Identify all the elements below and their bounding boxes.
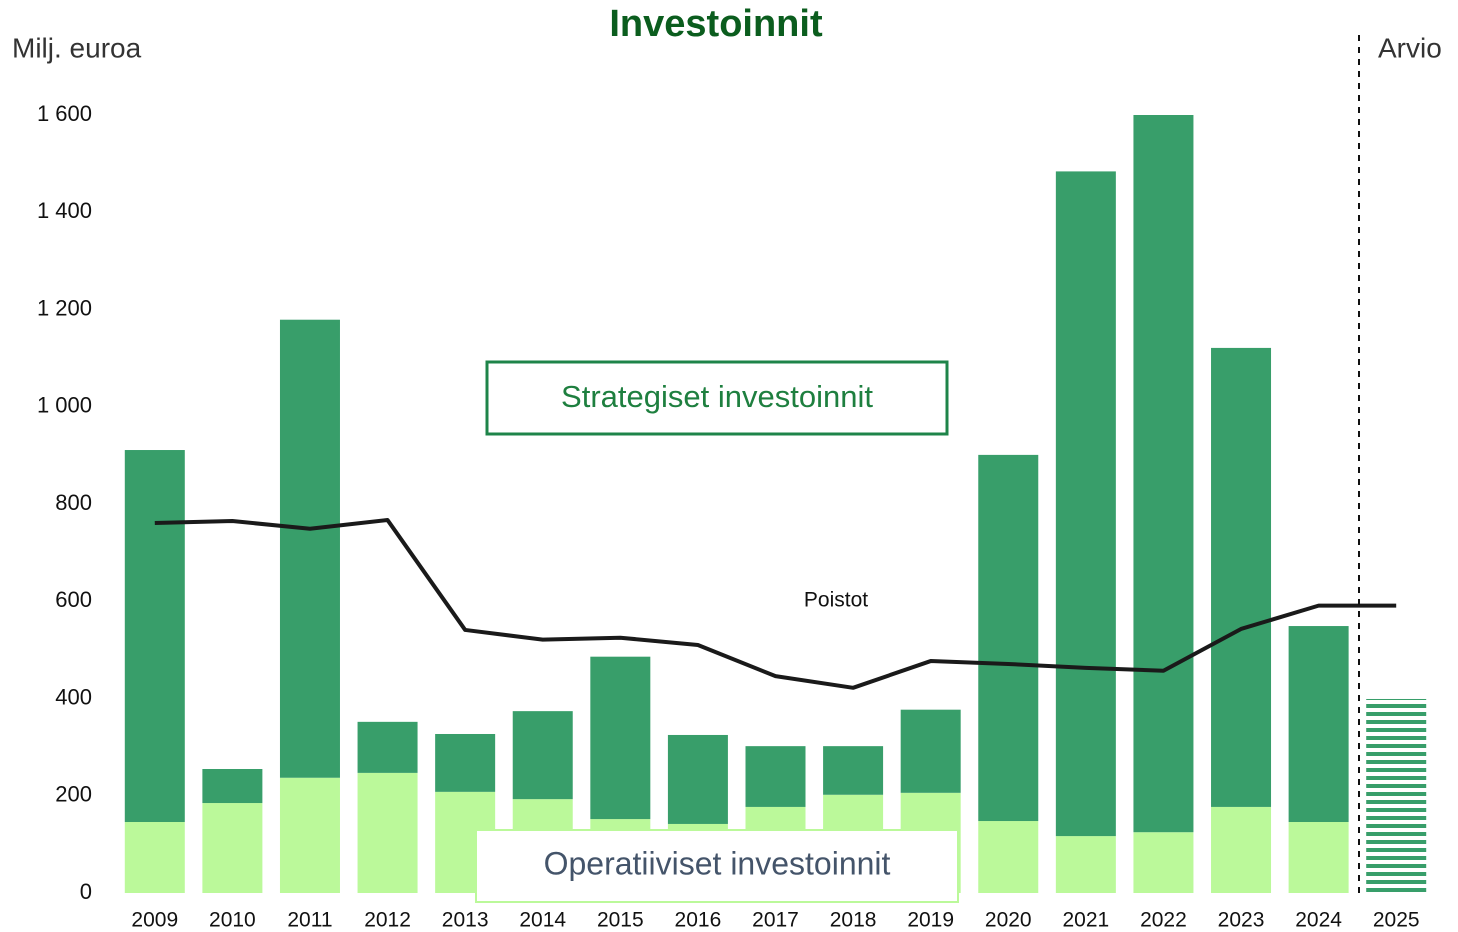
bar-segment [1055,171,1116,837]
bar-segment [279,777,340,893]
bar-segment [1366,698,1427,893]
x-tick-label: 2009 [131,909,178,932]
x-tick-label: 2013 [442,909,489,932]
x-tick-label: 2024 [1295,909,1342,932]
y-tick-label: 1 400 [37,198,92,223]
y-tick-label: 1 200 [37,295,92,320]
operative-box [475,829,959,903]
bar-segment [745,746,806,807]
bar-segment [978,821,1039,893]
x-tick-label: 2017 [752,909,799,932]
x-tick-label: 2015 [597,909,644,932]
bar-segment [1133,115,1194,833]
operative-label: Operatiiviset investoinnit [544,845,891,881]
bar-segment [1055,836,1116,893]
y-tick-label: 600 [55,587,92,612]
y-tick-label: 0 [80,879,92,904]
bar-segment [667,734,728,824]
y-tick-label: 800 [55,490,92,515]
x-tick-label: 2021 [1062,909,1109,932]
bar-segment [202,803,263,893]
x-tick-label: 2019 [907,909,954,932]
x-tick-label: 2020 [985,909,1032,932]
y-tick-label: 200 [55,782,92,807]
bar-segment [1211,806,1272,893]
bar-segment [357,721,418,773]
strategic-label: Strategiset investoinnit [561,379,873,414]
line [154,518,1397,690]
bar-segment [823,746,884,795]
bar-segment [1133,832,1194,893]
bar-segment [124,450,185,823]
bar-segment [357,772,418,893]
bar-segment [512,711,573,800]
bar-segment [1288,822,1349,893]
bar-segment [978,454,1039,822]
x-tick-label: 2022 [1140,909,1187,932]
x-tick-label: 2014 [519,909,566,932]
bar-segment [1211,347,1272,807]
y-tick-label: 400 [55,684,92,709]
x-tick-label: 2023 [1218,909,1265,932]
y-tick-label: 1 600 [37,101,92,126]
x-tick-label: 2010 [209,909,256,932]
bar-segment [124,822,185,893]
x-tick-label: 2011 [287,909,332,932]
line-label: Poistot [804,589,868,612]
strategic-box [485,360,949,436]
chart-title: Investoinnit [609,3,823,45]
x-tick-label: 2012 [364,909,411,932]
bar-segment [1288,626,1349,823]
bar-segment [590,656,651,820]
plot: 0 200 400 600 800 1 000 1 200 1 400 1 600 2009 201… [37,101,1427,932]
x-tick-label: 2025 [1373,909,1420,932]
y-tick-label: 1 000 [37,393,92,418]
bar-segment [900,709,961,793]
x-tick-label: 2018 [830,909,877,932]
bar-segment [279,319,340,778]
estimate-label: Arvio [1378,32,1442,63]
x-tick-label: 2016 [675,909,722,932]
bar-segment [435,733,496,792]
bar-segment [202,769,263,804]
y-axis-label: Milj. euroa [12,32,142,63]
